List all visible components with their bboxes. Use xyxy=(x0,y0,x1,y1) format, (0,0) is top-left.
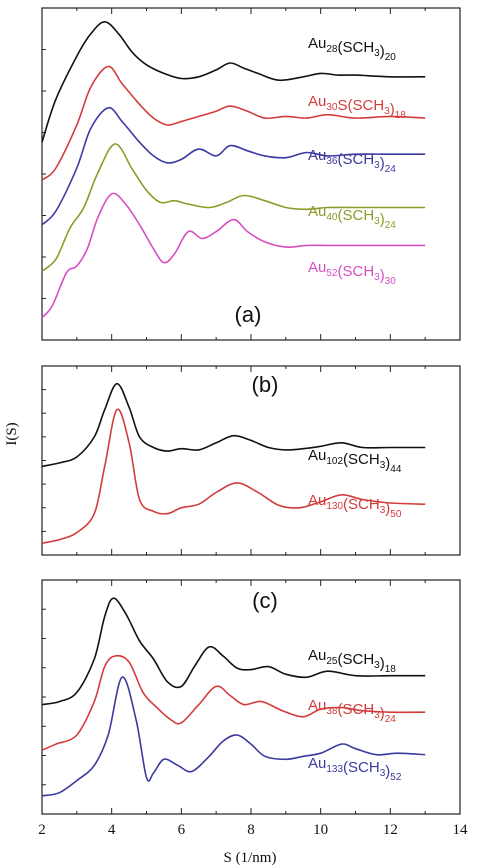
series-line-au30s-sch3-18 xyxy=(41,65,426,181)
series-label: Au25(SCH3)18 xyxy=(308,647,396,675)
series-label: Au30S(SCH3)18 xyxy=(308,93,406,121)
series-label: Au36(SCH3)24 xyxy=(308,147,396,175)
x-tick-label: 10 xyxy=(313,822,328,838)
x-tick-label: 12 xyxy=(383,822,398,838)
panels: Au28(SCH3)20 Au30S(SCH3)18 Au36(SCH3)24 Au4… xyxy=(41,7,461,815)
x-tick-label: 8 xyxy=(247,822,255,838)
panel-tag: (a) xyxy=(235,302,262,327)
series-line-au25-sch3-18 xyxy=(41,597,426,706)
y-axis-label: I(S) xyxy=(4,422,20,445)
panel-b: Au102(SCH3)44 Au130(SCH3)50 (b) xyxy=(41,365,461,556)
x-tick-label: 14 xyxy=(453,822,469,838)
x-tick-label: 6 xyxy=(178,822,186,838)
series-label: Au102(SCH3)44 xyxy=(308,447,402,475)
x-tick-label: 2 xyxy=(38,822,46,838)
series-line-au36-sch3-24 xyxy=(41,106,426,226)
series-label: Au130(SCH3)50 xyxy=(308,492,402,520)
series-label: Au133(SCH3)52 xyxy=(308,755,402,783)
series-line-au130-sch3-50 xyxy=(41,408,426,544)
series-label: Au28(SCH3)20 xyxy=(308,35,396,63)
series-label: Au40(SCH3)24 xyxy=(308,203,396,231)
series-line-au133-sch3-52 xyxy=(41,676,426,797)
series-line-au28-sch3-20 xyxy=(41,20,426,143)
panel-a: Au28(SCH3)20 Au30S(SCH3)18 Au36(SCH3)24 Au4… xyxy=(41,7,461,341)
panel-c: Au25(SCH3)18 Au38(SCH3)24 Au133(SCH3)52 (c) xyxy=(41,579,461,815)
series-line-au40-sch3-24 xyxy=(41,143,426,272)
series-line-au52-sch3-30 xyxy=(41,192,426,319)
series-label: Au52(SCH3)30 xyxy=(308,259,396,287)
panel-tag: (b) xyxy=(252,372,279,397)
series-line-au38-sch3-24 xyxy=(41,654,426,751)
series-line-au102-sch3-44 xyxy=(41,382,426,468)
x-axis-label: S (1/nm) xyxy=(224,850,277,866)
panel-tag: (c) xyxy=(252,588,278,613)
series-label: Au38(SCH3)24 xyxy=(308,697,396,725)
x-axis: 2 4 6 8 10 12 14 xyxy=(38,822,468,838)
x-tick-label: 4 xyxy=(108,822,116,838)
panel-frame xyxy=(41,7,461,341)
